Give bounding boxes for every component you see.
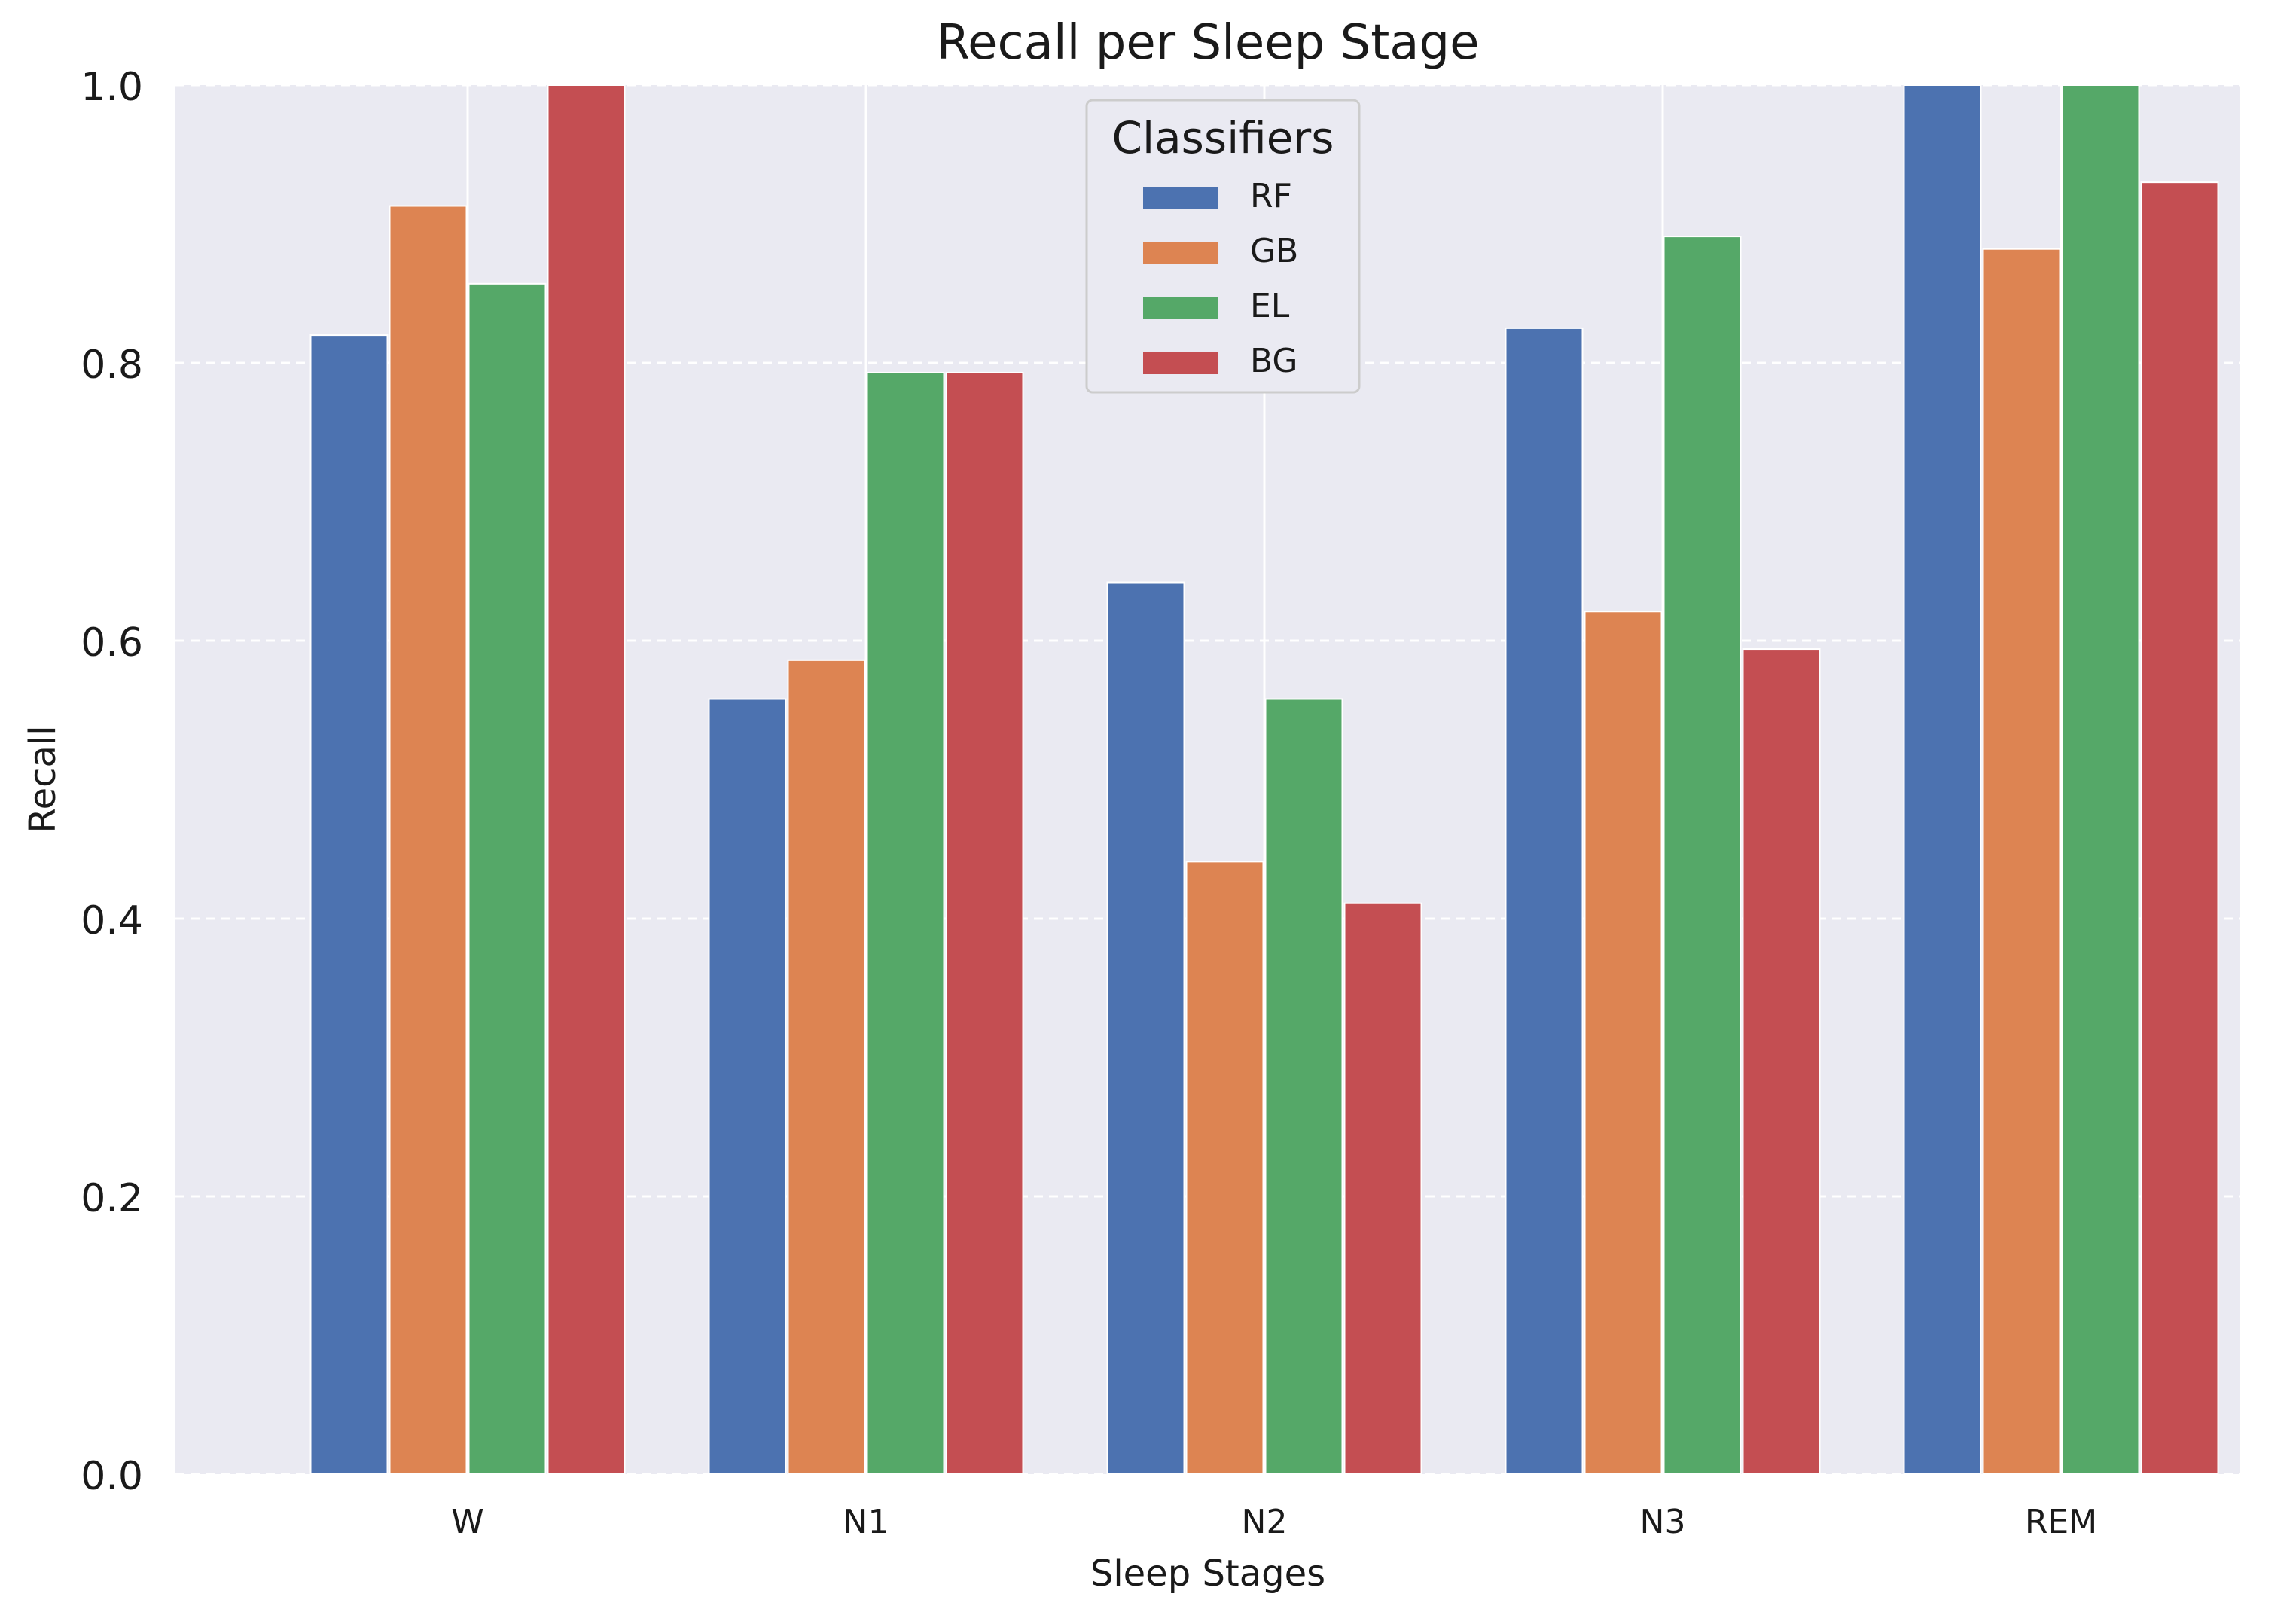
y-tick-label: 0.2 bbox=[81, 1176, 143, 1221]
legend: Classifiers RF GB EL BG bbox=[1085, 99, 1361, 394]
bar-rf-n1 bbox=[708, 698, 787, 1475]
bar-bg-n3 bbox=[1742, 648, 1821, 1476]
y-tick-label: 0.0 bbox=[81, 1454, 143, 1499]
x-tick-label: N1 bbox=[843, 1503, 889, 1541]
bar-el-n2 bbox=[1264, 698, 1343, 1475]
bar-bg-n1 bbox=[945, 371, 1024, 1475]
x-axis-label: Sleep Stages bbox=[1090, 1553, 1325, 1595]
chart-title: Recall per Sleep Stage bbox=[937, 15, 1480, 71]
bars bbox=[309, 84, 2219, 1476]
bar-gb-n3 bbox=[1584, 611, 1663, 1475]
bar-rf-rem bbox=[1903, 84, 1982, 1475]
bar-rf-w bbox=[309, 334, 389, 1476]
x-tick-label: N2 bbox=[1242, 1503, 1288, 1541]
y-tick-label: 0.8 bbox=[81, 343, 143, 388]
legend-swatch-rf bbox=[1143, 187, 1218, 209]
legend-swatch-el bbox=[1143, 297, 1218, 319]
y-tick-label: 0.6 bbox=[81, 620, 143, 666]
y-axis-label: Recall bbox=[22, 725, 64, 833]
bar-gb-n2 bbox=[1185, 861, 1264, 1475]
x-tick-label: W bbox=[451, 1503, 484, 1541]
bar-bg-n2 bbox=[1343, 902, 1422, 1475]
legend-title: Classifiers bbox=[1112, 112, 1334, 163]
bar-rf-n3 bbox=[1505, 327, 1584, 1475]
y-tick-label: 1.0 bbox=[81, 65, 143, 110]
bar-bg-rem bbox=[2140, 181, 2219, 1475]
legend-items: RF GB EL BG bbox=[1143, 177, 1298, 380]
bar-rf-n2 bbox=[1106, 581, 1185, 1475]
bar-el-n3 bbox=[1663, 236, 1742, 1476]
y-tick-labels: 0.0 0.2 0.4 0.6 0.8 1.0 bbox=[81, 65, 143, 1499]
x-tick-label: N3 bbox=[1640, 1503, 1686, 1541]
y-tick-label: 0.4 bbox=[81, 898, 143, 943]
bar-el-n1 bbox=[866, 371, 945, 1475]
x-tick-labels: W N1 N2 N3 REM bbox=[451, 1503, 2097, 1541]
bar-el-w bbox=[468, 282, 547, 1476]
legend-label-bg: BG bbox=[1250, 342, 1298, 380]
legend-swatch-gb bbox=[1143, 242, 1218, 264]
x-tick-label: REM bbox=[2025, 1503, 2097, 1541]
bar-el-rem bbox=[2061, 84, 2140, 1475]
bar-gb-w bbox=[389, 205, 468, 1475]
bar-gb-n1 bbox=[787, 659, 866, 1476]
legend-swatch-bg bbox=[1143, 352, 1218, 374]
legend-label-gb: GB bbox=[1250, 232, 1298, 270]
legend-label-rf: RF bbox=[1250, 177, 1292, 215]
legend-label-el: EL bbox=[1250, 287, 1290, 325]
bar-bg-w bbox=[547, 84, 626, 1475]
bar-gb-rem bbox=[1982, 248, 2061, 1476]
